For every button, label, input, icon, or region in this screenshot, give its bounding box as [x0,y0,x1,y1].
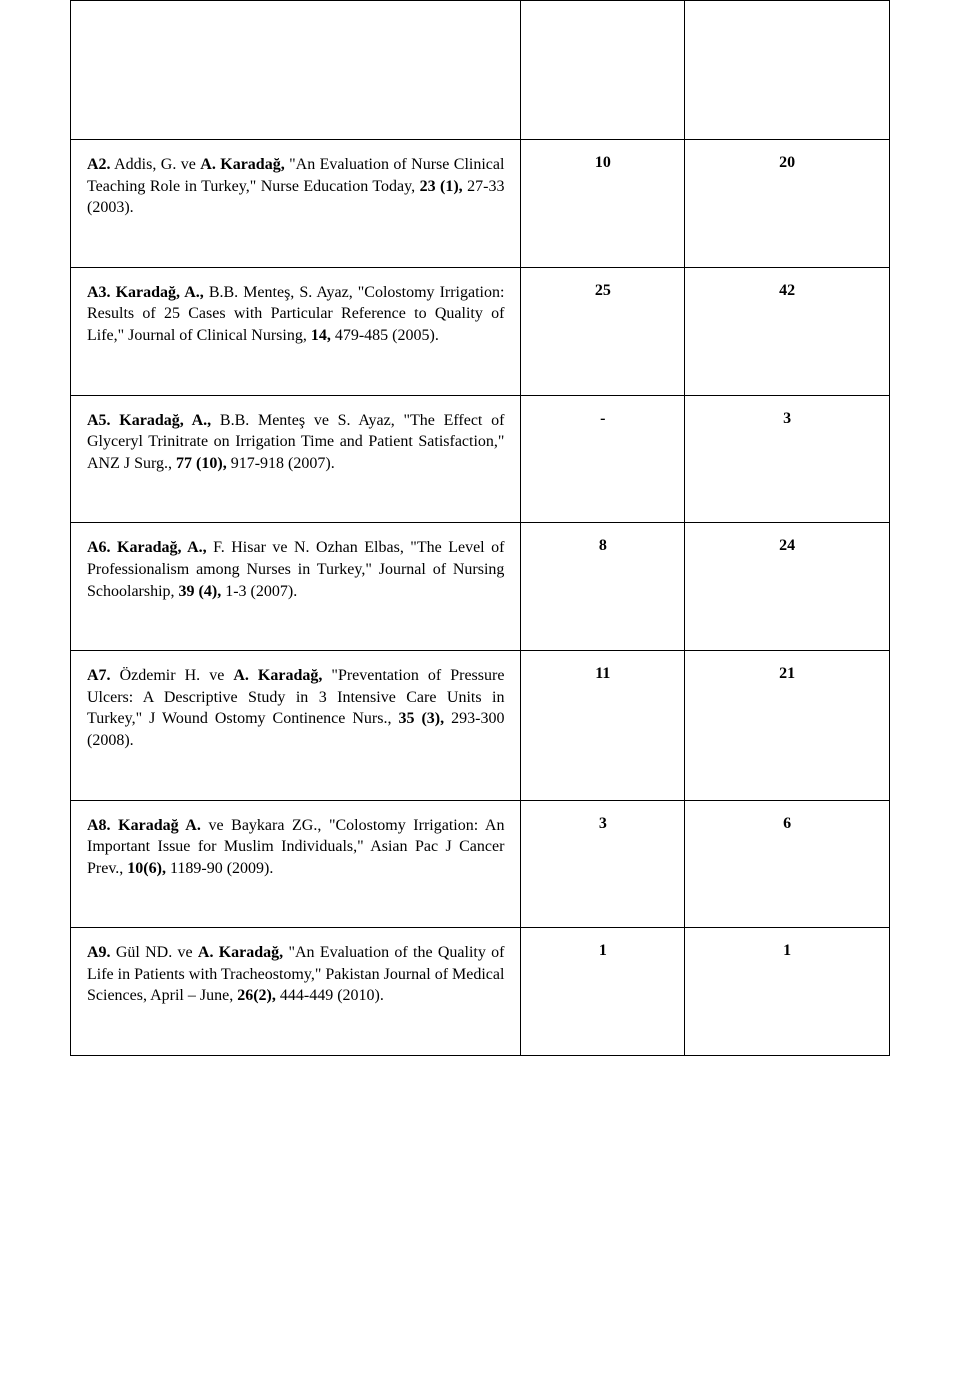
table-row: A7. Özdemir H. ve A. Karadağ, "Preventat… [71,651,890,800]
cell-padding [87,474,504,508]
citation-count-2: 6 [685,800,890,928]
table-row: A6. Karadağ, A., F. Hisar ve N. Ozhan El… [71,523,890,651]
ref-bold: A. Karadağ, [198,944,283,961]
empty-cell [685,1,890,140]
citation-count-1: 25 [521,267,685,395]
cell-padding [87,347,504,381]
ref-bold: A. Karadağ, [200,156,284,173]
page: A2. Addis, G. ve A. Karadağ, "An Evaluat… [0,0,960,1096]
ref-bold: 77 (10), [176,455,227,472]
ref-bold: A6. Karadağ, A., [87,539,207,556]
cell-padding [87,879,504,913]
ref-bold: 39 (4), [179,583,222,600]
reference-cell: A8. Karadağ A. ve Baykara ZG., "Colostom… [71,800,521,928]
reference-cell: A5. Karadağ, A., B.B. Menteş ve S. Ayaz,… [71,395,521,523]
ref-bold: 14, [311,327,331,344]
citation-count-1: 11 [521,651,685,800]
citation-count-1: 1 [521,928,685,1056]
citation-count-2: 1 [685,928,890,1056]
citation-table: A2. Addis, G. ve A. Karadağ, "An Evaluat… [70,0,890,1056]
reference-cell: A3. Karadağ, A., B.B. Menteş, S. Ayaz, "… [71,267,521,395]
ref-bold: A3. Karadağ, A., [87,284,204,301]
ref-bold: A5. Karadağ, A., [87,412,211,429]
ref-bold: A. Karadağ, [233,667,322,684]
citation-count-1: 3 [521,800,685,928]
ref-bold: 10(6), [127,860,166,877]
table-row: A9. Gül ND. ve A. Karadağ, "An Evaluatio… [71,928,890,1056]
ref-bold: A7. [87,667,111,684]
ref-bold: 35 (3), [398,710,444,727]
empty-cell [71,1,521,140]
reference-cell: A6. Karadağ, A., F. Hisar ve N. Ozhan El… [71,523,521,651]
reference-cell: A2. Addis, G. ve A. Karadağ, "An Evaluat… [71,140,521,268]
cell-padding [87,752,504,786]
cell-padding [87,1007,504,1041]
ref-bold: 26(2), [237,987,276,1004]
citation-count-1: 10 [521,140,685,268]
ref-bold: 23 (1), [420,178,463,195]
table-row: A3. Karadağ, A., B.B. Menteş, S. Ayaz, "… [71,267,890,395]
citation-count-2: 24 [685,523,890,651]
ref-bold: A2. [87,156,111,173]
table-row: A2. Addis, G. ve A. Karadağ, "An Evaluat… [71,140,890,268]
cell-padding [87,219,504,253]
citation-count-2: 21 [685,651,890,800]
table-header-empty-row [71,1,890,140]
citation-count-1: - [521,395,685,523]
citation-count-2: 42 [685,267,890,395]
ref-bold: A9. [87,944,111,961]
table-row: A8. Karadağ A. ve Baykara ZG., "Colostom… [71,800,890,928]
table-row: A5. Karadağ, A., B.B. Menteş ve S. Ayaz,… [71,395,890,523]
citation-count-2: 3 [685,395,890,523]
empty-cell [521,1,685,140]
ref-bold: A8. Karadağ A. [87,817,201,834]
citation-count-2: 20 [685,140,890,268]
cell-padding [87,602,504,636]
reference-cell: A9. Gül ND. ve A. Karadağ, "An Evaluatio… [71,928,521,1056]
reference-cell: A7. Özdemir H. ve A. Karadağ, "Preventat… [71,651,521,800]
citation-count-1: 8 [521,523,685,651]
